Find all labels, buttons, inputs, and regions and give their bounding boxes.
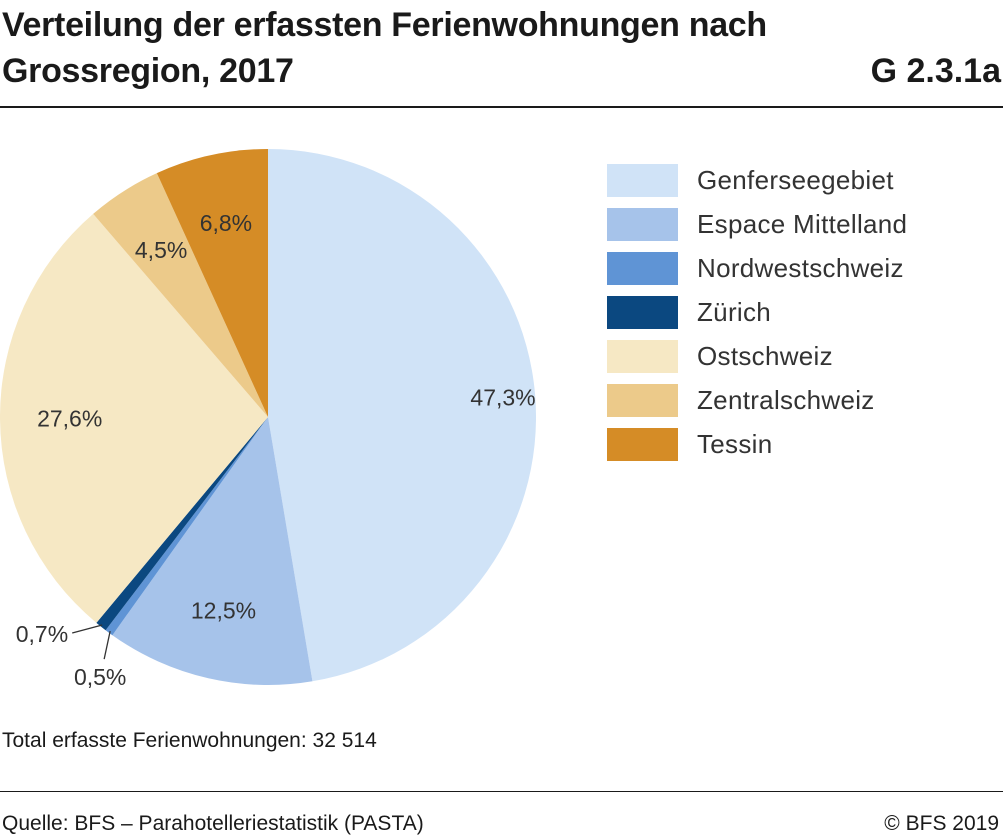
pie-slice-ostschweiz [0,213,268,623]
title-divider [0,106,1003,108]
chart-title: Verteilung der erfassten Ferienwohnungen… [2,6,767,90]
pie-slice-tessin [156,149,268,417]
legend-swatch [607,427,678,461]
figure-id: G 2.3.1a [870,52,1001,90]
total-note: Total erfasste Ferienwohnungen: 32 514 [2,729,377,752]
pie-slice-zentralschweiz [93,173,268,417]
slice-label-nordwestschweiz: 0,5% [74,664,126,690]
slice-label-tessin: 6,8% [200,210,252,236]
slice-label-ostschweiz: 27,6% [37,406,102,432]
pie-chart: 47,3% 12,5% 0,5%0,7% 27,6% 4,5% 6,8% [0,149,537,690]
legend-swatch [607,339,678,373]
legend-item-tessin: Tessin [607,422,907,466]
footer-divider [0,791,1003,792]
legend-item-zentralschweiz: Zentralschweiz [607,378,907,422]
legend-swatch [607,251,678,285]
legend-swatch [607,207,678,241]
leader-line-nordwestschweiz [103,630,111,660]
legend-swatch [607,295,678,329]
leader-line-zuerich [72,624,103,634]
slice-label-zuerich: 0,7% [16,621,68,647]
slice-label-genferseegebiet: 47,3% [470,384,535,410]
legend-label: Genferseegebiet [697,164,894,195]
legend-swatch [607,383,678,417]
legend-label: Zentralschweiz [697,384,875,415]
legend-label: Espace Mittelland [697,208,908,239]
legend-item-genferseegebiet: Genferseegebiet [607,158,907,202]
legend-label: Tessin [697,428,773,459]
legend-item-ostschweiz: Ostschweiz [607,334,907,378]
source-note: Quelle: BFS – Parahotelleriestatistik (P… [2,812,424,835]
pie-slice-espace-mittelland [112,417,313,686]
legend-label: Ostschweiz [697,340,833,371]
legend-item-espace-mittelland: Espace Mittelland [607,202,907,246]
copyright-note: © BFS 2019 [884,812,999,835]
legend-label: Nordwestschweiz [697,252,904,283]
legend-label: Zürich [697,296,772,327]
legend-item-nordwestschweiz: Nordwestschweiz [607,246,907,290]
slice-label-espace-mittelland: 12,5% [191,597,256,623]
legend-swatch [607,163,678,197]
pie-slice-zuerich [96,417,268,631]
pie-slice-genferseegebiet [268,149,537,682]
chart-legend: Genferseegebiet Espace Mittelland Nordwest… [607,158,907,466]
slice-label-zentralschweiz: 4,5% [135,237,187,263]
legend-item-zuerich: Zürich [607,290,907,334]
pie-slice-nordwestschweiz [105,417,268,636]
